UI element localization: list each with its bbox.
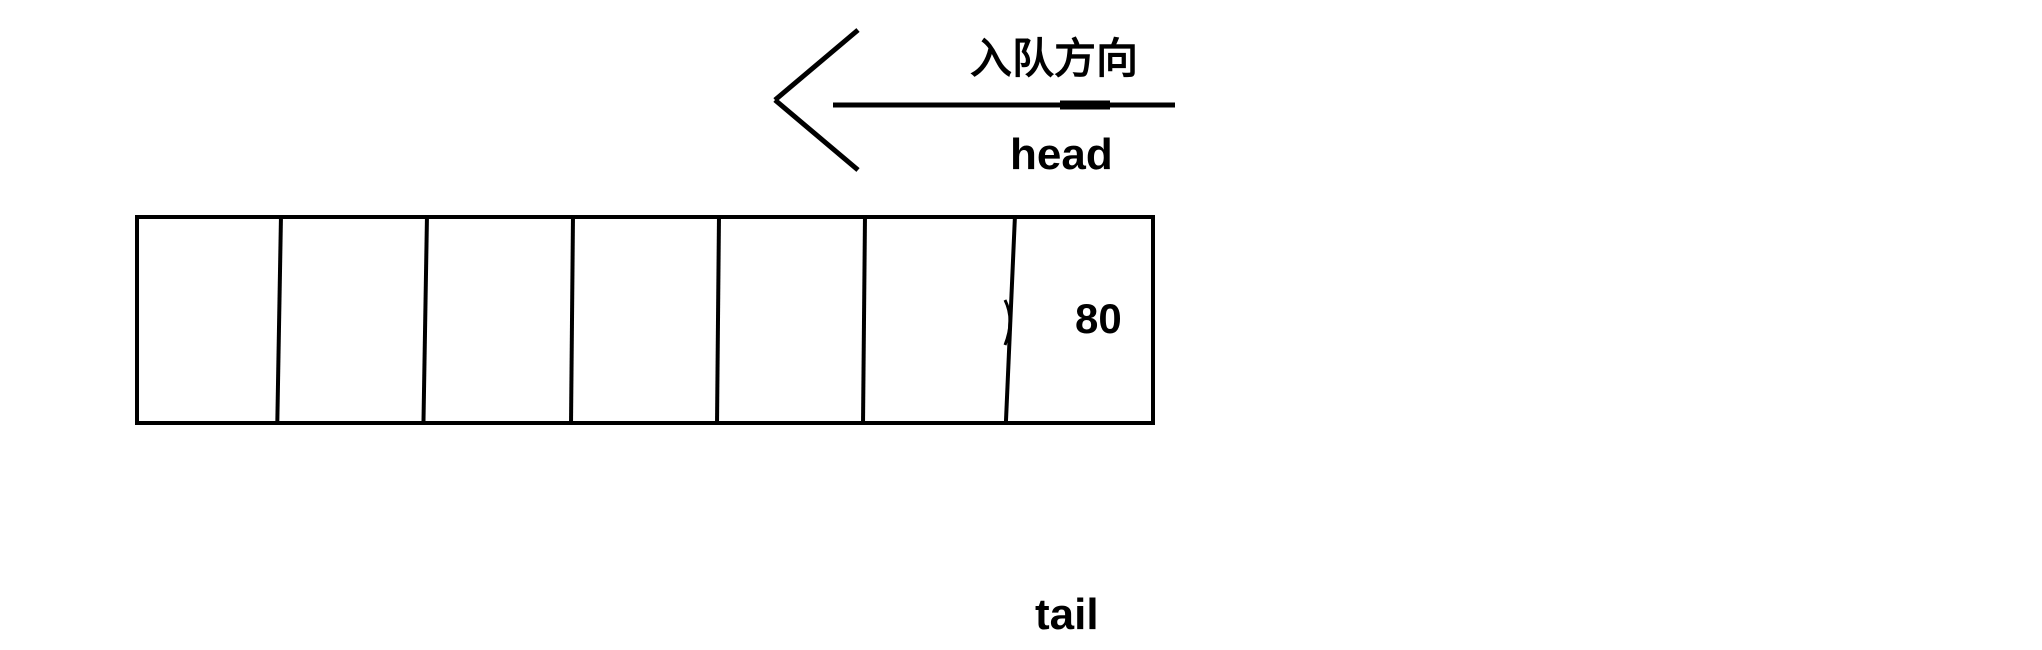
cell-value-7: 80 <box>1075 295 1122 343</box>
enqueue-direction-label: 入队方向 <box>970 25 1138 86</box>
queue-diagram: 入队方向 head 80 tail <box>0 0 2042 650</box>
tail-label: tail <box>1035 590 1099 640</box>
queue-cells <box>135 215 1155 425</box>
head-label: head <box>1010 130 1113 180</box>
